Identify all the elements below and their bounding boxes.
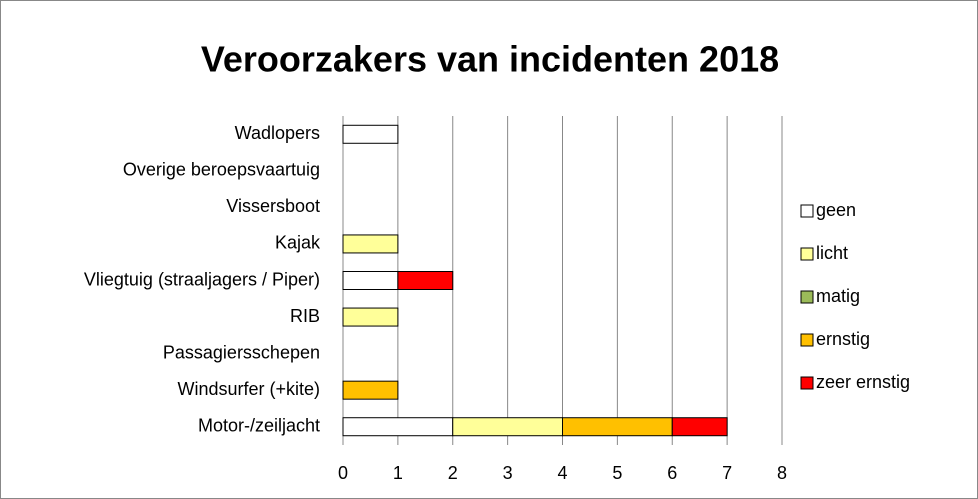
- x-tick-label: 7: [722, 463, 732, 483]
- bar-segment: [397, 271, 454, 290]
- x-tick-label: 3: [503, 463, 513, 483]
- x-tick-label: 4: [557, 463, 567, 483]
- legend-label: geen: [816, 200, 856, 220]
- chart-title: Veroorzakers van incidenten 2018: [201, 39, 779, 80]
- bar-segment: [562, 417, 673, 437]
- x-tick-label: 2: [448, 463, 458, 483]
- bar-segment: [342, 307, 399, 327]
- bar-segment: [342, 271, 399, 290]
- legend-swatch: [800, 376, 814, 390]
- y-tick-label: Motor-/zeiljacht: [198, 415, 320, 435]
- x-tick-label: 8: [777, 463, 787, 483]
- x-tick-label: 6: [667, 463, 677, 483]
- y-tick-label: Passagiersschepen: [163, 342, 320, 362]
- legend-label: matig: [816, 286, 860, 306]
- y-tick-label: Wadlopers: [235, 123, 320, 143]
- bar-segment: [342, 234, 399, 254]
- legend-label: zeer ernstig: [816, 372, 910, 392]
- x-tick-label: 0: [338, 463, 348, 483]
- y-tick-label: Overige beroepsvaartuig: [123, 160, 320, 180]
- bar-segment: [342, 380, 399, 400]
- legend-swatch: [800, 333, 814, 347]
- bar-segment: [342, 417, 454, 437]
- x-tick-label: 1: [393, 463, 403, 483]
- legend-swatch: [800, 247, 814, 261]
- y-tick-label: Windsurfer (+kite): [177, 379, 320, 399]
- y-tick-label: Vliegtuig (straaljagers / Piper): [84, 269, 320, 289]
- bar-segment: [671, 417, 728, 437]
- legend-label: ernstig: [816, 329, 870, 349]
- bar-segment: [452, 417, 563, 437]
- y-tick-label: Kajak: [275, 233, 321, 253]
- legend-label: licht: [816, 243, 848, 263]
- y-tick-label: RIB: [290, 306, 320, 326]
- legend-swatch: [800, 204, 814, 218]
- y-tick-label: Vissersboot: [226, 196, 320, 216]
- x-tick-label: 5: [612, 463, 622, 483]
- legend-swatch: [800, 290, 814, 304]
- bar-segment: [342, 124, 399, 144]
